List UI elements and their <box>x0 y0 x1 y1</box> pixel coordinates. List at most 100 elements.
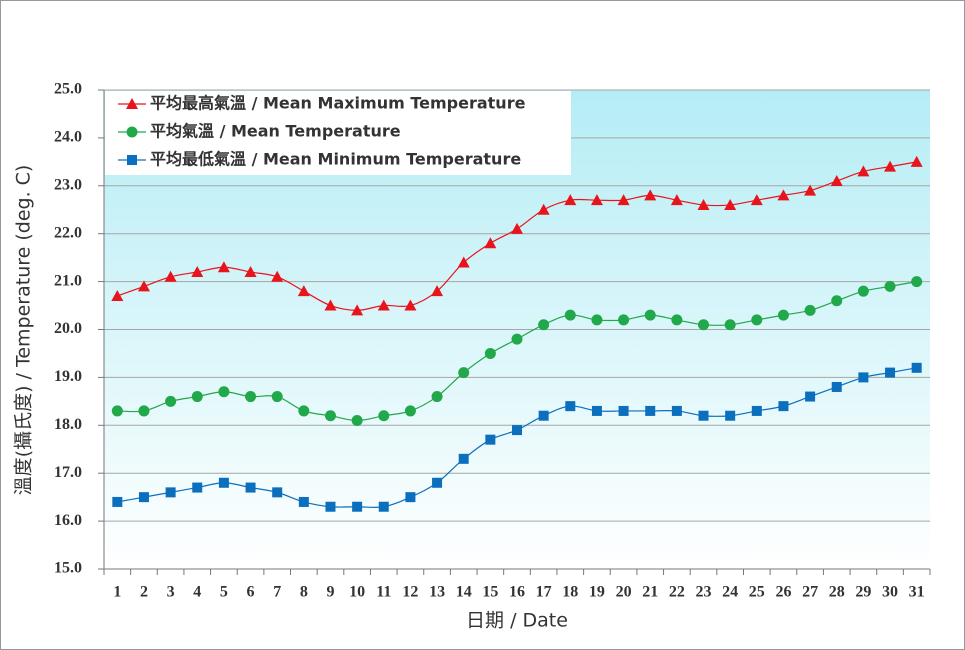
marker <box>324 410 336 422</box>
marker <box>404 299 417 311</box>
y-tick-label: 22.0 <box>54 224 82 241</box>
marker <box>271 270 284 282</box>
legend-box <box>105 91 571 175</box>
y-tick-label: 15.0 <box>54 560 82 577</box>
marker <box>910 155 923 167</box>
marker <box>538 319 550 331</box>
marker <box>565 401 576 412</box>
marker <box>644 189 657 201</box>
marker <box>804 304 816 316</box>
marker <box>911 276 923 288</box>
x-tick-label: 7 <box>273 584 281 601</box>
marker <box>191 266 204 278</box>
x-tick-label: 29 <box>855 584 871 601</box>
marker <box>512 425 522 436</box>
marker <box>432 477 443 488</box>
x-tick-label: 11 <box>376 584 391 601</box>
marker <box>111 289 124 301</box>
x-tick-label: 16 <box>509 584 525 601</box>
marker <box>404 405 416 417</box>
marker <box>645 405 656 416</box>
marker <box>218 386 230 398</box>
legend: 平均最高氣溫 / Mean Maximum Temperature 平均氣溫 / … <box>105 91 571 175</box>
marker <box>804 184 817 196</box>
marker <box>324 299 337 311</box>
marker <box>511 333 523 345</box>
marker <box>671 405 682 416</box>
marker <box>777 189 790 201</box>
x-tick-label: 12 <box>402 584 418 601</box>
marker <box>778 401 789 412</box>
marker <box>137 280 150 292</box>
marker <box>431 391 443 403</box>
marker <box>431 285 444 297</box>
marker <box>857 285 869 297</box>
marker <box>750 194 763 206</box>
marker <box>911 362 922 373</box>
marker <box>378 501 389 512</box>
x-tick-label: 21 <box>642 584 658 601</box>
marker <box>698 319 710 331</box>
x-tick-label: 5 <box>220 584 228 601</box>
marker <box>644 309 656 321</box>
marker <box>831 295 843 307</box>
y-axis-label: 溫度(攝氏度) / Temperature (deg. C) <box>13 165 35 496</box>
x-tick-label: 10 <box>349 584 365 601</box>
x-tick-label: 20 <box>616 584 632 601</box>
marker <box>884 160 897 172</box>
marker <box>138 405 150 417</box>
marker <box>538 410 549 421</box>
x-tick-label: 15 <box>482 584 498 601</box>
x-tick-label: 4 <box>193 584 201 601</box>
x-tick-label: 24 <box>722 584 738 601</box>
x-tick-label: 25 <box>749 584 765 601</box>
x-tick-label: 26 <box>775 584 791 601</box>
marker <box>245 391 257 403</box>
x-tick-label: 19 <box>589 584 605 601</box>
marker <box>192 482 203 493</box>
marker <box>325 501 336 512</box>
x-tick-label: 31 <box>909 584 925 601</box>
marker <box>457 256 470 268</box>
legend-marker <box>126 126 138 138</box>
marker <box>484 347 496 359</box>
marker <box>805 391 816 402</box>
marker <box>725 410 736 421</box>
x-tick-label: 17 <box>536 584 552 601</box>
marker <box>112 496 123 507</box>
x-tick-label: 14 <box>456 584 472 601</box>
marker <box>670 194 683 206</box>
marker <box>378 410 390 422</box>
x-tick-label: 27 <box>802 584 818 601</box>
marker <box>271 391 283 403</box>
marker <box>698 410 709 421</box>
marker <box>191 391 203 403</box>
marker <box>671 314 683 326</box>
marker <box>564 194 577 206</box>
marker <box>484 237 497 249</box>
marker <box>458 367 470 379</box>
x-tick-label: 18 <box>562 584 578 601</box>
marker <box>618 405 629 416</box>
marker <box>511 222 523 234</box>
marker <box>272 487 283 498</box>
x-tick-label: 28 <box>829 584 845 601</box>
marker <box>830 175 843 187</box>
marker <box>244 266 257 278</box>
marker <box>590 194 603 206</box>
marker <box>405 492 416 503</box>
legend-label: 平均最高氣溫 / Mean Maximum Temperature <box>150 94 526 113</box>
marker <box>777 309 789 321</box>
legend-label: 平均氣溫 / Mean Temperature <box>150 122 401 141</box>
marker <box>351 415 363 427</box>
x-axis-label: 日期 / Date <box>466 610 568 632</box>
y-tick-label: 17.0 <box>54 464 82 481</box>
marker <box>618 314 630 326</box>
marker <box>591 314 603 326</box>
marker <box>697 198 710 210</box>
marker <box>831 381 842 392</box>
marker <box>537 203 550 215</box>
marker <box>858 372 869 383</box>
y-tick-label: 25.0 <box>54 81 82 98</box>
marker <box>297 285 310 297</box>
